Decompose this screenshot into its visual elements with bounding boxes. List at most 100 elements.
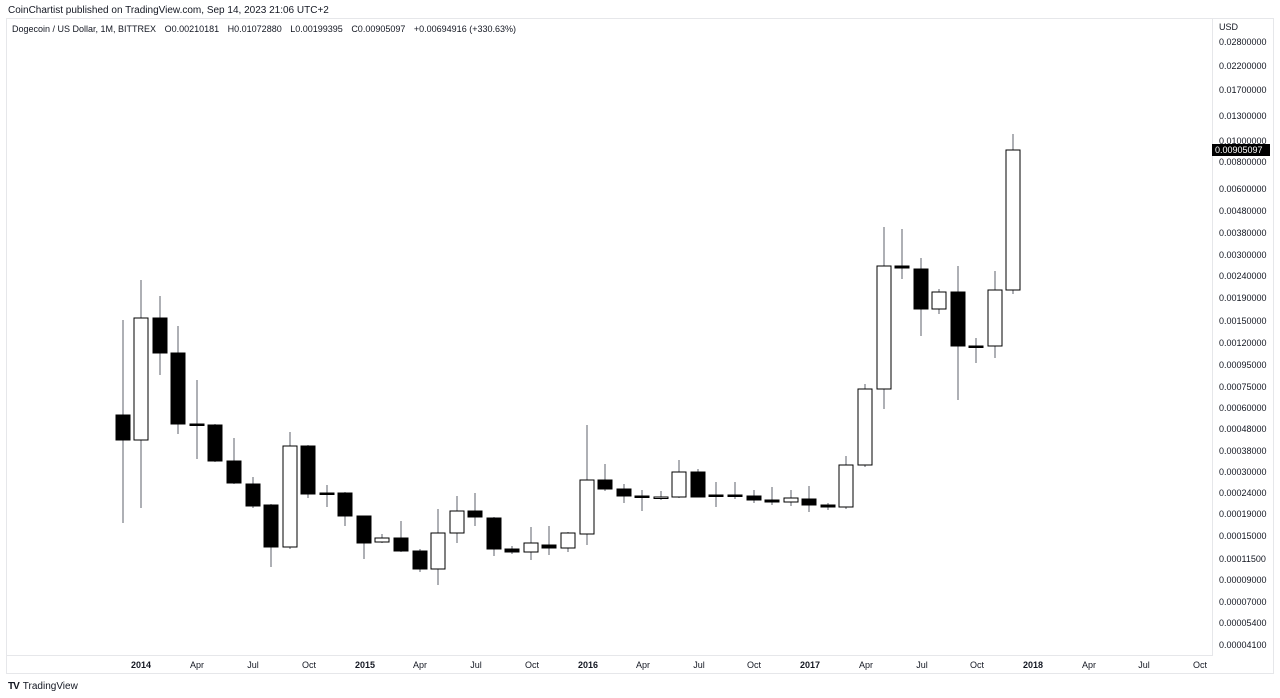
price-axis[interactable]: USD 0.02800000 0.02200000 0.01700000 0.0130… — [1212, 18, 1274, 656]
candle — [931, 289, 947, 314]
candle — [579, 425, 595, 545]
price-tick-label: 0.01300000 — [1219, 111, 1267, 121]
candle — [820, 503, 836, 510]
candle — [857, 384, 873, 467]
candle — [207, 424, 223, 462]
price-tick-label: 0.00150000 — [1219, 316, 1267, 326]
time-tick-label: 2015 — [354, 660, 376, 670]
legend-open: O0.00210181 — [164, 24, 220, 34]
candle — [968, 338, 984, 363]
price-tick-label: 0.00009000 — [1219, 575, 1267, 585]
price-tick-label: 0.02800000 — [1219, 37, 1267, 47]
time-tick-label: Jul — [916, 660, 928, 670]
price-tick-label: 0.00380000 — [1219, 228, 1267, 238]
legend-close: C0.00905097 — [351, 24, 406, 34]
candle — [764, 487, 780, 505]
time-tick-label: 2017 — [799, 660, 821, 670]
price-tick-label: 0.00240000 — [1219, 271, 1267, 281]
candle — [245, 477, 261, 508]
time-tick-label: Oct — [1192, 660, 1208, 670]
candle — [616, 484, 632, 503]
candle — [560, 532, 576, 552]
time-tick-label: Apr — [1081, 660, 1097, 670]
candle — [690, 469, 706, 498]
last-price-badge: 0.00905097 — [1212, 144, 1270, 156]
candle — [133, 280, 149, 508]
price-tick-label: 0.01700000 — [1219, 85, 1267, 95]
price-tick-label: 0.00600000 — [1219, 184, 1267, 194]
chart-frame — [6, 18, 1274, 674]
price-tick-label: 0.00300000 — [1219, 250, 1267, 260]
candle — [838, 456, 854, 509]
legend-symbol: Dogecoin / US Dollar, 1M, BITTREX — [12, 24, 157, 34]
time-tick-label: 2014 — [130, 660, 152, 670]
candlestick-plot[interactable] — [0, 0, 1212, 655]
candle — [894, 229, 910, 279]
price-tick-label: 0.00015000 — [1219, 531, 1267, 541]
price-tick-label: 0.00004100 — [1219, 640, 1267, 650]
time-tick-label: Apr — [412, 660, 428, 670]
publisher-caption: CoinChartist published on TradingView.co… — [8, 5, 329, 16]
time-tick-label: Jul — [1138, 660, 1150, 670]
candle — [634, 490, 650, 511]
candle — [783, 490, 799, 506]
candle — [801, 486, 817, 512]
candle — [412, 549, 428, 572]
candle — [319, 485, 335, 507]
legend-low: L0.00199395 — [290, 24, 343, 34]
candle — [189, 380, 205, 459]
candle — [356, 515, 372, 559]
symbol-legend: Dogecoin / US Dollar, 1M, BITTREX O0.002… — [12, 24, 522, 34]
price-tick-label: 0.00120000 — [1219, 338, 1267, 348]
candle — [727, 482, 743, 499]
time-tick-label: Jul — [470, 660, 482, 670]
candle — [950, 266, 966, 400]
time-axis[interactable]: 2014 Apr Jul Oct 2015 Apr Jul Oct 2016 Apr Jul Oct 2… — [6, 655, 1212, 674]
brand-name: TradingView — [22, 681, 78, 692]
time-tick-label: Oct — [746, 660, 762, 670]
price-tick-label: 0.00038000 — [1219, 446, 1267, 456]
candle — [913, 258, 929, 336]
price-tick-label: 0.00075000 — [1219, 382, 1267, 392]
time-tick-label: 2018 — [1022, 660, 1044, 670]
candle — [504, 546, 520, 554]
candle — [337, 492, 353, 526]
time-tick-label: Jul — [247, 660, 259, 670]
candle — [430, 509, 446, 585]
candle — [300, 445, 316, 498]
currency-label: USD — [1219, 22, 1239, 32]
price-tick-label: 0.01000000 — [1219, 136, 1267, 146]
candle — [115, 320, 131, 523]
candle — [708, 482, 724, 507]
price-tick-label: 0.02200000 — [1219, 61, 1267, 71]
candle — [541, 526, 557, 555]
candle — [226, 438, 242, 484]
candle — [987, 271, 1003, 358]
candle — [263, 504, 279, 567]
tradingview-logo-icon: TV — [8, 681, 20, 692]
price-tick-label: 0.00019000 — [1219, 509, 1267, 519]
price-tick-label: 0.00007000 — [1219, 597, 1267, 607]
time-tick-label: 2016 — [577, 660, 599, 670]
price-tick-label: 0.00060000 — [1219, 403, 1267, 413]
candle — [393, 521, 409, 552]
candle — [523, 527, 539, 560]
candle — [282, 432, 298, 549]
candle — [152, 296, 168, 375]
candle — [671, 460, 687, 498]
candle — [597, 464, 613, 491]
price-tick-label: 0.00030000 — [1219, 467, 1267, 477]
price-tick-label: 0.00190000 — [1219, 293, 1267, 303]
time-tick-label: Apr — [858, 660, 874, 670]
candle — [486, 517, 502, 556]
time-tick-label: Oct — [524, 660, 540, 670]
legend-high: H0.01072880 — [227, 24, 282, 34]
candle — [467, 493, 483, 526]
tradingview-brand[interactable]: TV TradingView — [8, 681, 78, 692]
candle — [746, 490, 762, 503]
time-tick-label: Oct — [301, 660, 317, 670]
price-tick-label: 0.00005400 — [1219, 618, 1267, 628]
price-tick-label: 0.00024000 — [1219, 488, 1267, 498]
candle — [1005, 134, 1021, 294]
candle — [449, 496, 465, 543]
